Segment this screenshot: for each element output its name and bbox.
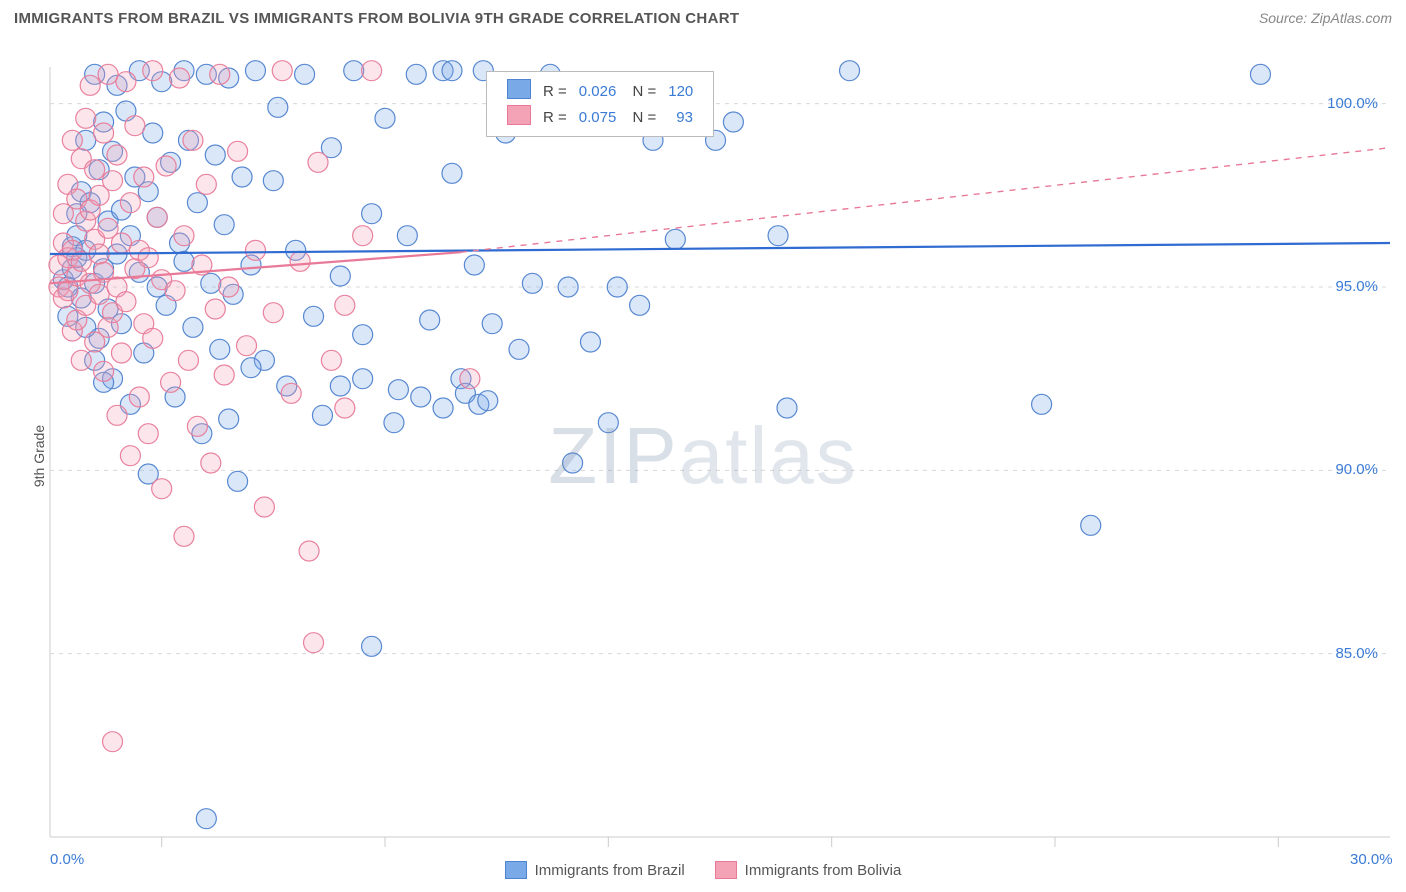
y-axis-label: 9th Grade bbox=[31, 425, 47, 487]
y-tick-label: 90.0% bbox=[1335, 461, 1378, 478]
x-tick-label: 30.0% bbox=[1350, 851, 1393, 868]
chart-title: IMMIGRANTS FROM BRAZIL VS IMMIGRANTS FRO… bbox=[14, 10, 739, 27]
source-label: Source: ZipAtlas.com bbox=[1259, 10, 1392, 27]
legend-row-brazil: R =0.026 N =120 bbox=[501, 78, 699, 104]
x-axis-legend: Immigrants from Brazil Immigrants from B… bbox=[0, 861, 1406, 879]
legend-item-brazil: Immigrants from Brazil bbox=[505, 861, 685, 879]
scatter-chart bbox=[0, 31, 1406, 861]
legend-item-bolivia: Immigrants from Bolivia bbox=[715, 861, 902, 879]
chart-area: ZIPatlas 9th Grade R =0.026 N =120 R =0.… bbox=[0, 31, 1406, 881]
correlation-legend: R =0.026 N =120 R =0.075 N =93 bbox=[486, 71, 714, 137]
x-tick-label: 0.0% bbox=[50, 851, 84, 868]
y-tick-label: 95.0% bbox=[1335, 278, 1378, 295]
y-tick-label: 100.0% bbox=[1327, 95, 1378, 112]
y-tick-label: 85.0% bbox=[1335, 645, 1378, 662]
legend-row-bolivia: R =0.075 N =93 bbox=[501, 104, 699, 130]
